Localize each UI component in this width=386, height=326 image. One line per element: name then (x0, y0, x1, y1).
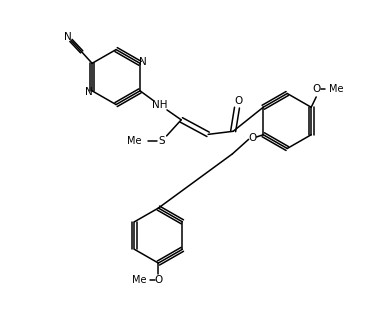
Text: Me: Me (127, 136, 141, 146)
Text: N: N (64, 32, 72, 42)
Text: S: S (159, 136, 165, 146)
Text: NH: NH (152, 100, 168, 110)
Text: O: O (154, 275, 163, 285)
Text: Me: Me (329, 84, 344, 94)
Text: N: N (85, 87, 93, 97)
Text: O: O (234, 96, 243, 106)
Text: O: O (248, 133, 257, 143)
Text: O: O (313, 84, 321, 94)
Text: N: N (139, 57, 147, 67)
Text: Me: Me (132, 275, 146, 285)
